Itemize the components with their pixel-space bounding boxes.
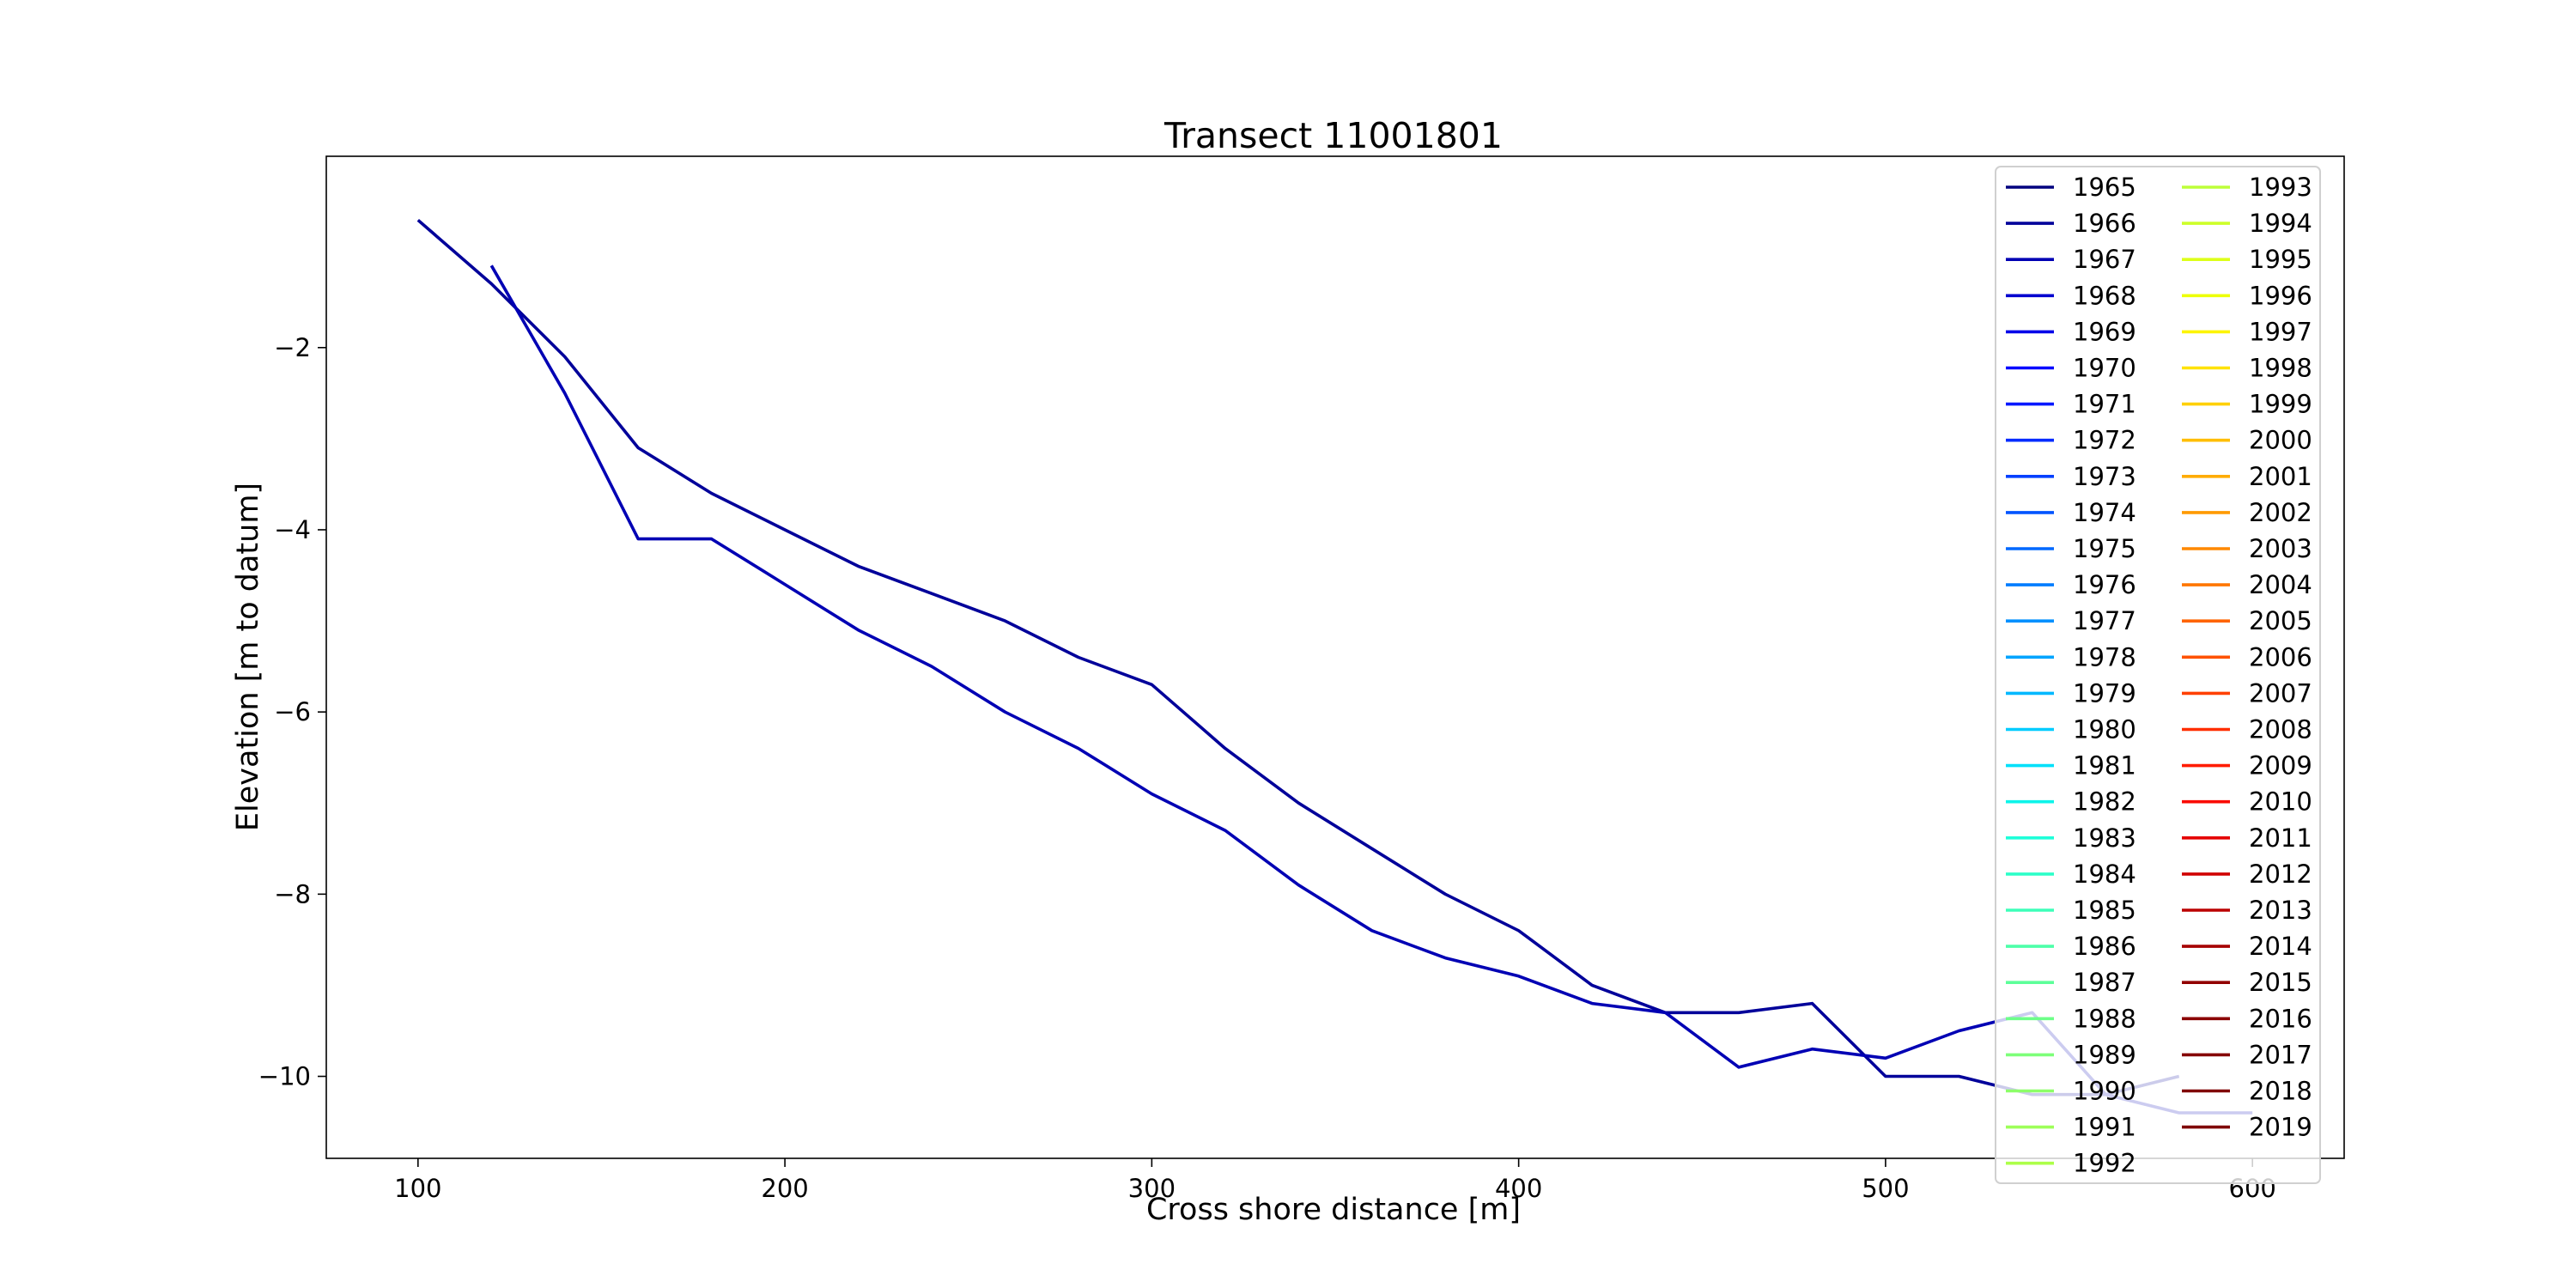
legend-label: 2017	[2249, 1040, 2312, 1069]
legend-label: 1976	[2073, 570, 2136, 599]
y-tick-label: −6	[274, 697, 311, 726]
legend-label: 1967	[2073, 245, 2136, 274]
legend-label: 1989	[2073, 1040, 2136, 1069]
x-tick-label: 100	[394, 1174, 441, 1203]
legend-label: 1981	[2073, 751, 2136, 781]
legend-label: 2015	[2249, 968, 2312, 997]
legend-label: 1997	[2249, 317, 2312, 346]
legend-label: 1969	[2073, 317, 2136, 346]
legend-label: 2012	[2249, 860, 2312, 889]
legend-label: 1970	[2073, 354, 2136, 383]
y-axis-label: Elevation [m to datum]	[231, 483, 265, 831]
legend-label: 1982	[2073, 787, 2136, 817]
legend-label: 1975	[2073, 534, 2136, 563]
legend-label: 1986	[2073, 932, 2136, 961]
legend-label: 2010	[2249, 787, 2312, 817]
legend-label: 1973	[2073, 462, 2136, 491]
legend-label: 2002	[2249, 498, 2312, 527]
legend-label: 1985	[2073, 896, 2136, 925]
legend-label: 1996	[2249, 281, 2312, 310]
y-tick-label: −8	[274, 879, 311, 908]
legend-label: 1971	[2073, 390, 2136, 419]
legend-label: 1966	[2073, 209, 2136, 238]
x-tick-label: 300	[1128, 1174, 1176, 1203]
legend-label: 2009	[2249, 751, 2312, 781]
legend-label: 2000	[2249, 426, 2312, 455]
legend-label: 1972	[2073, 426, 2136, 455]
legend-label: 1990	[2073, 1077, 2136, 1106]
legend-label: 2005	[2249, 606, 2312, 635]
legend-label: 2003	[2249, 534, 2312, 563]
series-line-1965	[416, 218, 2180, 1097]
x-tick-label: 200	[761, 1174, 808, 1203]
y-tick-label: −2	[274, 333, 311, 362]
legend-label: 1994	[2249, 209, 2312, 238]
legend: 1965 1966 1967 1968 1969 1970 1971 1972 1973 1974…	[1995, 166, 2321, 1184]
y-axis: −2 −4 −6 −8 −10	[258, 333, 326, 1091]
y-tick-label: −10	[258, 1062, 311, 1091]
legend-label: 1995	[2249, 245, 2312, 274]
legend-label: 2014	[2249, 932, 2312, 961]
x-tick-label: 500	[1862, 1174, 1909, 1203]
legend-label: 1968	[2073, 281, 2136, 310]
legend-label: 1965	[2073, 173, 2136, 202]
legend-label: 1998	[2249, 354, 2312, 383]
y-tick-label: −4	[274, 515, 311, 544]
series-line-1966	[489, 264, 2253, 1115]
legend-label: 1974	[2073, 498, 2136, 527]
legend-label: 1987	[2073, 968, 2136, 997]
legend-label: 1991	[2073, 1113, 2136, 1142]
legend-label: 2004	[2249, 570, 2312, 599]
legend-label: 2011	[2249, 823, 2312, 853]
legend-label: 2001	[2249, 462, 2312, 491]
legend-label: 2007	[2249, 678, 2312, 708]
legend-label: 2019	[2249, 1113, 2312, 1142]
legend-label: 1992	[2073, 1149, 2136, 1178]
legend-label: 2006	[2249, 642, 2312, 671]
legend-label: 1984	[2073, 860, 2136, 889]
x-tick-label: 400	[1495, 1174, 1542, 1203]
legend-label: 1999	[2249, 390, 2312, 419]
legend-label: 1993	[2249, 173, 2312, 202]
x-axis-label: Cross shore distance [m]	[1146, 1193, 1521, 1227]
legend-label: 1979	[2073, 678, 2136, 708]
legend-box	[1995, 166, 2321, 1184]
plot-frame	[325, 155, 2345, 1159]
legend-label: 2008	[2249, 715, 2312, 744]
legend-label: 1988	[2073, 1004, 2136, 1033]
legend-label: 1983	[2073, 823, 2136, 853]
legend-label: 1980	[2073, 715, 2136, 744]
plot-area	[416, 218, 2253, 1115]
legend-label: 1977	[2073, 606, 2136, 635]
legend-label: 2016	[2249, 1004, 2312, 1033]
legend-label: 2018	[2249, 1077, 2312, 1106]
chart-title: Transect 11001801	[1163, 115, 1503, 156]
legend-label: 1978	[2073, 642, 2136, 671]
legend-label: 2013	[2249, 896, 2312, 925]
